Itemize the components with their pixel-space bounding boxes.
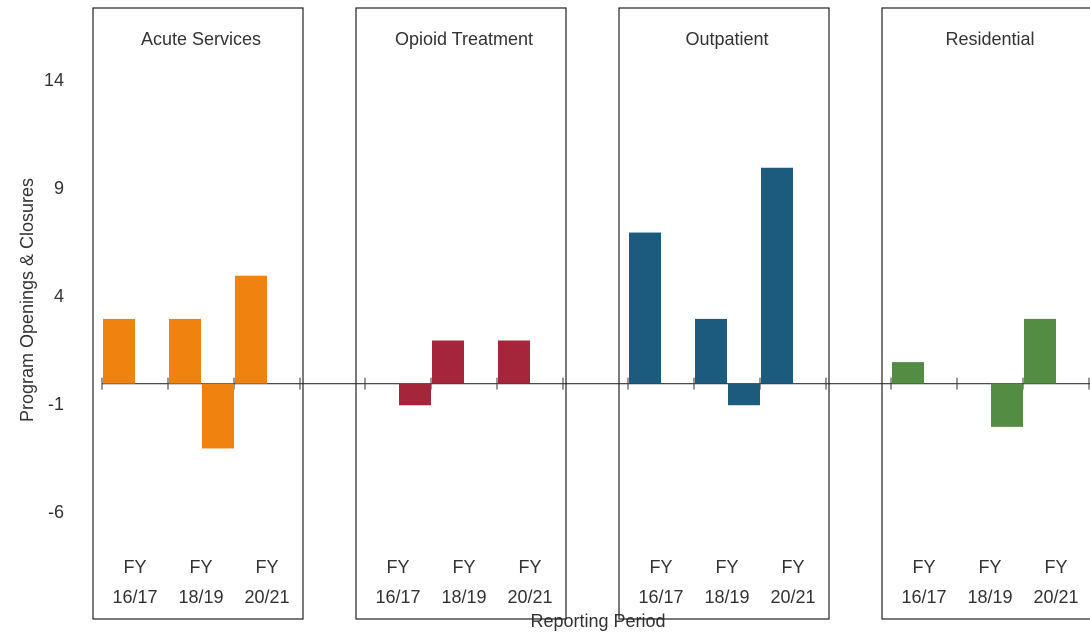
bar bbox=[432, 340, 464, 384]
x-tick-label: FY 16/17 bbox=[901, 557, 947, 607]
x-tick-label: FY 18/19 bbox=[441, 557, 487, 607]
x-tick-label: FY 18/19 bbox=[967, 557, 1013, 607]
bar bbox=[399, 383, 431, 406]
bar bbox=[498, 340, 530, 384]
bar bbox=[235, 275, 267, 384]
y-tick-label: -1 bbox=[48, 394, 64, 414]
x-tick-label: FY 20/21 bbox=[244, 557, 290, 607]
panel-title: Opioid Treatment bbox=[395, 29, 533, 49]
x-tick-label: FY 18/19 bbox=[704, 557, 750, 607]
bar bbox=[629, 232, 661, 384]
y-tick-label: 4 bbox=[54, 286, 64, 306]
panel-title: Residential bbox=[945, 29, 1034, 49]
x-tick-label: FY 16/17 bbox=[375, 557, 421, 607]
panel-title: Outpatient bbox=[685, 29, 768, 49]
panel-title: Acute Services bbox=[141, 29, 261, 49]
bar bbox=[728, 383, 760, 406]
bar bbox=[202, 383, 234, 449]
bar bbox=[103, 318, 135, 384]
bar bbox=[169, 318, 201, 384]
x-tick-label: FY 20/21 bbox=[770, 557, 816, 607]
x-axis-label: Reporting Period bbox=[530, 611, 665, 631]
panel-frame bbox=[881, 7, 1090, 620]
panel-frame bbox=[92, 7, 304, 620]
bar bbox=[991, 383, 1023, 427]
bar bbox=[892, 362, 924, 384]
x-tick-label: FY 16/17 bbox=[112, 557, 158, 607]
y-tick-label: 9 bbox=[54, 178, 64, 198]
panel-frame bbox=[355, 7, 567, 620]
x-tick-label: FY 16/17 bbox=[638, 557, 684, 607]
x-tick-label: FY 20/21 bbox=[1033, 557, 1079, 607]
y-tick-label: 14 bbox=[44, 70, 64, 90]
x-tick-label: FY 18/19 bbox=[178, 557, 224, 607]
bar bbox=[695, 318, 727, 384]
panel-frame bbox=[618, 7, 830, 620]
bar bbox=[1024, 318, 1056, 384]
bar bbox=[761, 167, 793, 384]
x-tick-label: FY 20/21 bbox=[507, 557, 553, 607]
y-axis-label: Program Openings & Closures bbox=[17, 178, 37, 422]
y-tick-label: -6 bbox=[48, 502, 64, 522]
